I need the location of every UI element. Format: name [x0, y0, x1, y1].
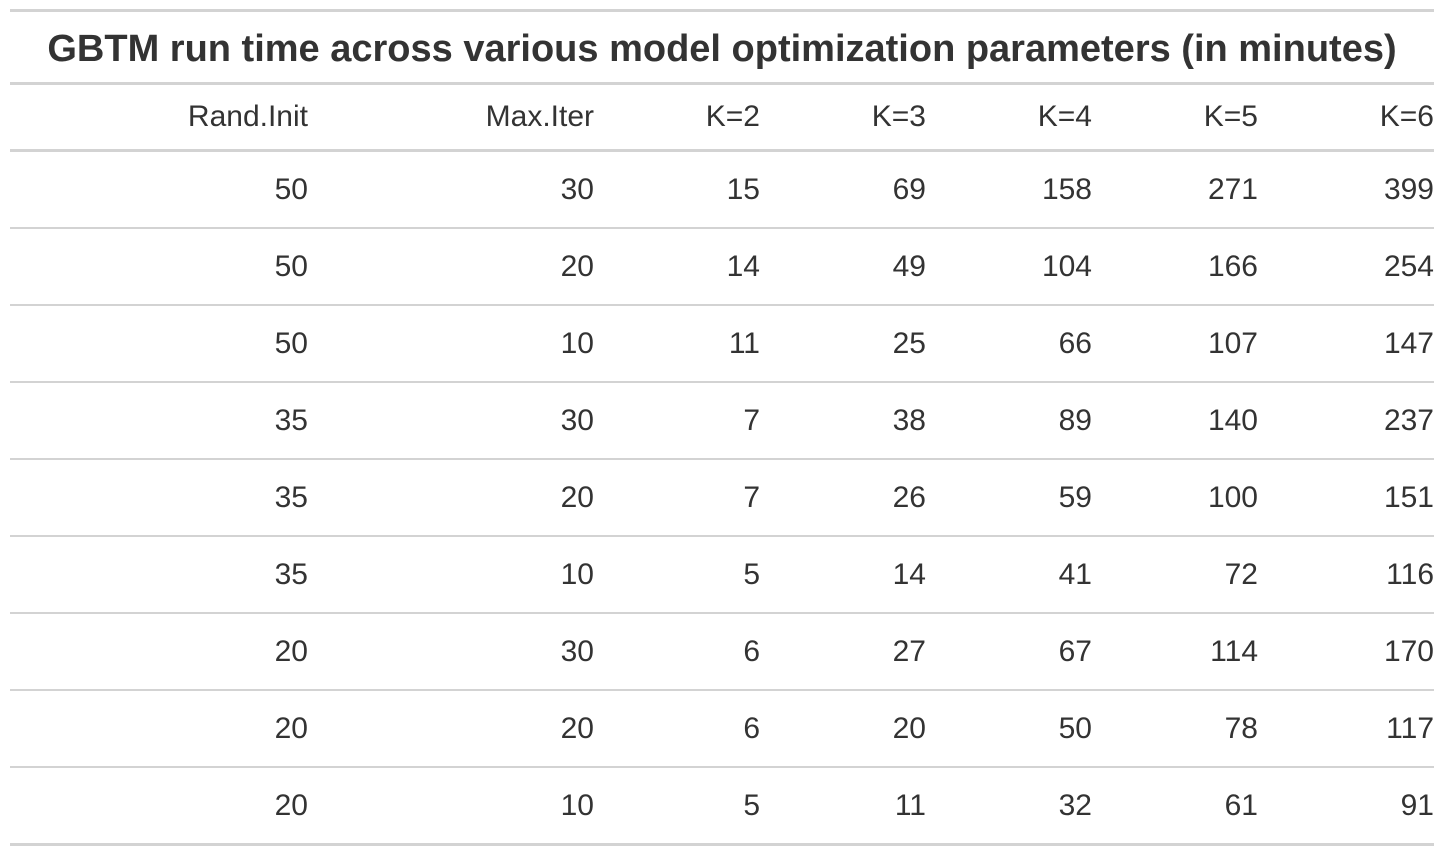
table-cell-max-iter: 20	[308, 690, 594, 768]
table-cell-max-iter: 30	[308, 150, 594, 229]
table-cell-rand-init: 20	[10, 767, 308, 846]
table-title: GBTM run time across various model optim…	[47, 28, 1397, 70]
table-cell-max-iter: 10	[308, 536, 594, 614]
title-rule	[10, 82, 1434, 85]
table-cell-k5: 107	[1092, 305, 1258, 383]
table-cell-k3: 20	[760, 690, 926, 768]
table-cell-k2: 6	[594, 613, 760, 691]
table-cell-k2: 11	[594, 305, 760, 383]
table-cell-k4: 32	[926, 767, 1092, 846]
runtime-table: Rand.Init Max.Iter K=2 K=3 K=4 K=5 K=6 5…	[10, 85, 1434, 846]
table-cell-rand-init: 35	[10, 459, 308, 537]
table-cell-rand-init: 35	[10, 536, 308, 614]
table-cell-k4: 59	[926, 459, 1092, 537]
table-cell-k4: 104	[926, 228, 1092, 306]
table-cell-k4: 50	[926, 690, 1092, 768]
column-header-rand-init: Rand.Init	[10, 85, 308, 152]
table-cell-max-iter: 30	[308, 613, 594, 691]
column-header-k6: K=6	[1258, 85, 1434, 152]
table-cell-k5: 271	[1092, 150, 1258, 229]
table-cell-max-iter: 30	[308, 382, 594, 460]
table-cell-rand-init: 20	[10, 690, 308, 768]
column-header-k3: K=3	[760, 85, 926, 152]
table-cell-k4: 66	[926, 305, 1092, 383]
table-cell-k6: 91	[1258, 767, 1434, 846]
table-cell-k5: 114	[1092, 613, 1258, 691]
table-row: 20 30 6 27 67 114 170	[10, 613, 1434, 691]
table-row: 35 20 7 26 59 100 151	[10, 459, 1434, 537]
table-cell-k2: 7	[594, 459, 760, 537]
table-cell-k5: 72	[1092, 536, 1258, 614]
table-cell-k5: 166	[1092, 228, 1258, 306]
table-row: 20 10 5 11 32 61 91	[10, 767, 1434, 846]
table-cell-k5: 61	[1092, 767, 1258, 846]
table-cell-k3: 27	[760, 613, 926, 691]
column-header-k4: K=4	[926, 85, 1092, 152]
table-cell-rand-init: 50	[10, 305, 308, 383]
table-cell-k3: 38	[760, 382, 926, 460]
table-cell-max-iter: 10	[308, 305, 594, 383]
column-header-k2: K=2	[594, 85, 760, 152]
table-cell-k6: 170	[1258, 613, 1434, 691]
table-cell-k2: 7	[594, 382, 760, 460]
table-cell-k6: 399	[1258, 150, 1434, 229]
table-row: 50 10 11 25 66 107 147	[10, 305, 1434, 383]
table-cell-k2: 15	[594, 150, 760, 229]
header-row: Rand.Init Max.Iter K=2 K=3 K=4 K=5 K=6	[10, 85, 1434, 152]
table-row: 50 30 15 69 158 271 399	[10, 150, 1434, 229]
table-cell-k5: 140	[1092, 382, 1258, 460]
table-cell-k6: 147	[1258, 305, 1434, 383]
table-cell-max-iter: 10	[308, 767, 594, 846]
table-cell-rand-init: 50	[10, 228, 308, 306]
table-cell-k3: 26	[760, 459, 926, 537]
table-cell-max-iter: 20	[308, 459, 594, 537]
table-row: 50 20 14 49 104 166 254	[10, 228, 1434, 306]
table-cell-max-iter: 20	[308, 228, 594, 306]
table-cell-k3: 25	[760, 305, 926, 383]
table-row: 35 10 5 14 41 72 116	[10, 536, 1434, 614]
table-cell-k6: 254	[1258, 228, 1434, 306]
table-cell-k5: 78	[1092, 690, 1258, 768]
table-cell-k3: 14	[760, 536, 926, 614]
table-cell-k3: 69	[760, 150, 926, 229]
table-cell-k6: 237	[1258, 382, 1434, 460]
table-cell-k6: 116	[1258, 536, 1434, 614]
table-cell-k2: 5	[594, 767, 760, 846]
table-cell-k4: 89	[926, 382, 1092, 460]
table-cell-k6: 117	[1258, 690, 1434, 768]
table-cell-k5: 100	[1092, 459, 1258, 537]
table-cell-k4: 158	[926, 150, 1092, 229]
table-cell-k4: 41	[926, 536, 1092, 614]
top-rule	[10, 9, 1434, 12]
column-header-max-iter: Max.Iter	[308, 85, 594, 152]
table-cell-k2: 6	[594, 690, 760, 768]
table-cell-k4: 67	[926, 613, 1092, 691]
table-cell-k2: 14	[594, 228, 760, 306]
table-cell-rand-init: 20	[10, 613, 308, 691]
table-cell-rand-init: 50	[10, 150, 308, 229]
table-cell-k3: 11	[760, 767, 926, 846]
table-row: 35 30 7 38 89 140 237	[10, 382, 1434, 460]
table-cell-k3: 49	[760, 228, 926, 306]
table-cell-k2: 5	[594, 536, 760, 614]
table-body: 50 30 15 69 158 271 399 50 20 14 49 104 166 254 50 10 11…	[10, 150, 1434, 846]
table-cell-rand-init: 35	[10, 382, 308, 460]
data-table-container: GBTM run time across various model optim…	[10, 9, 1434, 846]
table-cell-k6: 151	[1258, 459, 1434, 537]
column-header-k5: K=5	[1092, 85, 1258, 152]
table-row: 20 20 6 20 50 78 117	[10, 690, 1434, 768]
